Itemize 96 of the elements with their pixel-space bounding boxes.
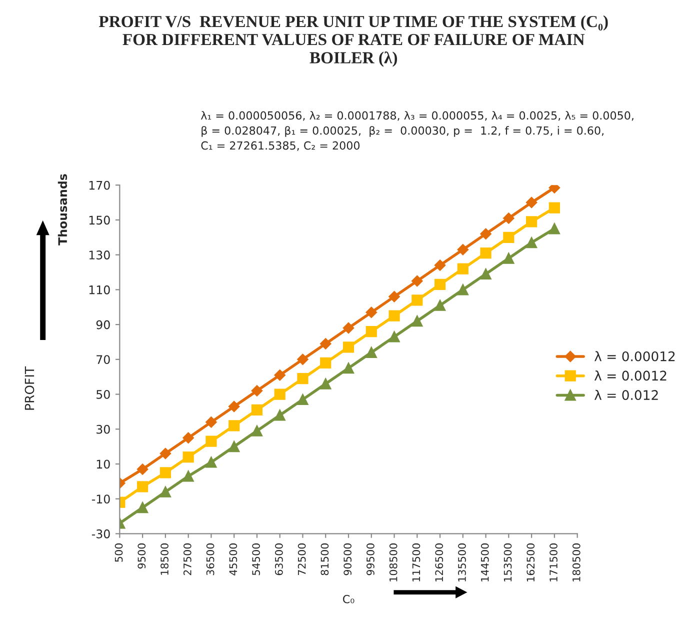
- point: [160, 448, 172, 460]
- x-tick-label: 500: [114, 543, 123, 562]
- point: [206, 456, 217, 468]
- point: [434, 260, 446, 271]
- point: [526, 237, 538, 248]
- point: [342, 342, 354, 353]
- y-tick-label: -30: [92, 529, 110, 538]
- point: [274, 369, 286, 381]
- x-tick-label: 99500: [366, 543, 374, 576]
- legend-label: λ = 0.0012: [594, 370, 666, 381]
- point: [434, 278, 446, 290]
- point: [228, 400, 240, 412]
- point: [274, 410, 286, 421]
- x-tick-label: 36500: [206, 543, 214, 576]
- point: [503, 252, 514, 264]
- legend-label: λ = 0.012: [594, 390, 658, 400]
- x-tick-label: 63500: [274, 543, 283, 576]
- point: [480, 228, 492, 240]
- point: [297, 373, 308, 384]
- point: [366, 326, 377, 338]
- point: [548, 202, 560, 214]
- x-tick-label: 135500: [458, 543, 466, 582]
- point: [251, 385, 263, 396]
- point: [457, 284, 468, 296]
- point: [366, 306, 377, 318]
- legend-label: λ = 0.00012: [594, 351, 675, 362]
- point: [412, 316, 423, 327]
- y-axis-title: Thousands: [58, 174, 68, 246]
- point: [526, 196, 538, 208]
- point: [274, 388, 286, 400]
- x-tick-label: 45500: [229, 543, 238, 576]
- point: [136, 464, 148, 475]
- x-tick-label: 81500: [320, 543, 329, 576]
- y-tick-label: -10: [92, 494, 110, 504]
- point: [320, 357, 332, 368]
- point: [412, 294, 423, 306]
- x-axis-title: C₀: [343, 594, 354, 604]
- point: [548, 223, 560, 234]
- y-tick-label: 110: [89, 285, 110, 294]
- point: [182, 451, 194, 463]
- point: [457, 263, 468, 274]
- point: [480, 248, 492, 259]
- point: [434, 300, 446, 311]
- point: [297, 394, 308, 406]
- point: [137, 502, 148, 514]
- x-tick-label: 162500: [526, 543, 535, 582]
- point: [182, 470, 194, 482]
- y-tick-label: 50: [96, 390, 110, 399]
- y-tick-label: 30: [96, 424, 110, 434]
- point: [251, 425, 263, 436]
- x-tick-label: 90500: [344, 543, 352, 576]
- y-tick-label: 90: [96, 320, 110, 330]
- x-tick-label: 180500: [572, 543, 580, 582]
- point: [388, 291, 400, 302]
- point: [251, 404, 263, 416]
- point: [206, 436, 217, 447]
- point: [503, 212, 514, 224]
- y-tick-label: 150: [89, 216, 110, 225]
- point: [342, 362, 354, 374]
- point: [228, 420, 240, 432]
- x-tick-label: 27500: [183, 543, 192, 576]
- y-tick-label: 10: [96, 460, 110, 469]
- point: [457, 244, 469, 256]
- point: [366, 346, 377, 358]
- point: [526, 216, 538, 228]
- x-tick-label: 9500: [138, 543, 146, 569]
- point: [503, 232, 514, 243]
- text: PROFIT: [24, 366, 34, 410]
- chart-subtitle: λ₁ = 0.000050056, λ₂ = 0.0001788, λ₃ = 0.000055, λ₄ = 0.0025, λ₅ = 0.0050, β = 0.028047, β₁ = 0.00025, β₂ = 0.00030, p = 1.2, f = 0.75, i = 0.60, C₁ = 27261.5385, C₂ = 2000: [200, 111, 634, 151]
- x-tick-label: 54500: [252, 543, 260, 576]
- point: [228, 441, 240, 452]
- point: [297, 354, 308, 366]
- point: [320, 378, 332, 390]
- y-tick-label: 170: [89, 180, 110, 190]
- chart-title: PROFIT V/S REVENUE PER UNIT UP TIME OF THE SYSTEM (C₀) FOR DIFFERENT VALUES OF RATE OF FAILURE OF MAIN BOILER (λ): [98, 15, 608, 67]
- point: [412, 275, 423, 287]
- x-tick-label: 117500: [412, 543, 420, 582]
- x-tick-label: 108500: [389, 543, 398, 582]
- point: [388, 331, 400, 342]
- point: [388, 310, 400, 322]
- x-tick-label: 72500: [298, 543, 306, 576]
- point: [160, 486, 171, 498]
- point: [137, 481, 148, 492]
- point: [182, 432, 194, 444]
- point: [160, 467, 171, 478]
- y-tick-label: 130: [89, 250, 110, 260]
- y-tick-label: 70: [96, 355, 110, 364]
- x-tick-label: 144500: [480, 543, 489, 582]
- point: [320, 338, 332, 350]
- point: [480, 268, 492, 280]
- point: [342, 322, 354, 334]
- x-tick-label: 171500: [550, 543, 558, 582]
- point: [206, 416, 217, 428]
- x-tick-label: 153500: [504, 543, 512, 582]
- x-tick-label: 18500: [160, 543, 168, 575]
- x-tick-label: 126500: [435, 543, 444, 582]
